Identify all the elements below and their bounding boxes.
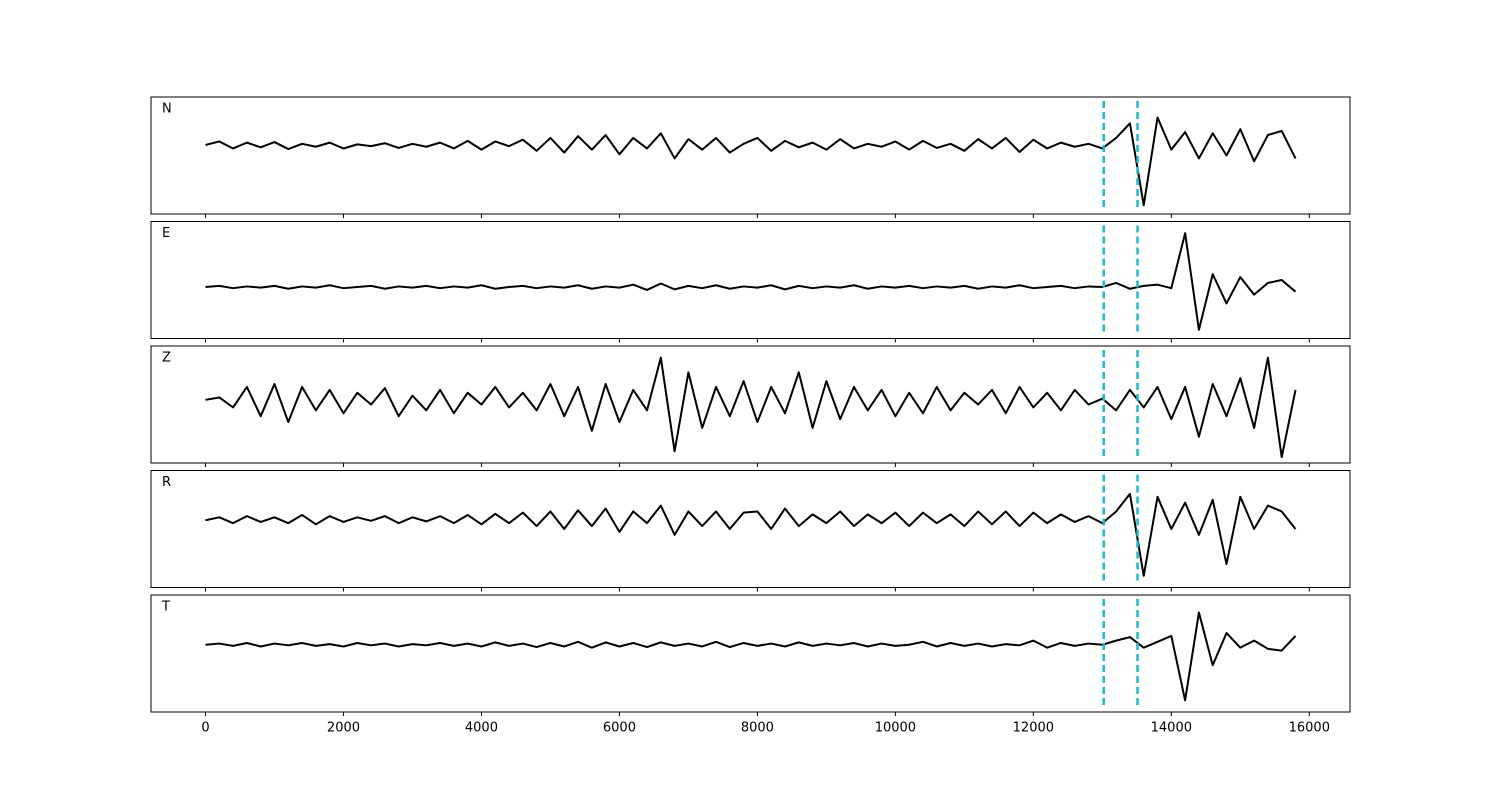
x-tick-label: 10000 (875, 721, 916, 736)
x-tick-label: 6000 (603, 721, 636, 736)
panel-frame (150, 594, 1351, 713)
trace (205, 611, 1297, 702)
x-tick-label: 0 (201, 721, 209, 736)
panel-frame (150, 470, 1351, 588)
x-tick-label: 4000 (465, 721, 498, 736)
x-tick-label: 14000 (1151, 721, 1192, 736)
x-tick-label: 16000 (1289, 721, 1330, 736)
trace (205, 116, 1297, 207)
panel-label: N (162, 102, 172, 117)
panel-label: Z (162, 351, 171, 366)
x-tick-label: 12000 (1013, 721, 1054, 736)
trace (205, 232, 1297, 331)
x-tick-label: 8000 (741, 721, 774, 736)
panel-label: T (161, 600, 170, 615)
panel-label: E (162, 226, 170, 241)
panel-frame (150, 345, 1351, 464)
trace (205, 356, 1297, 459)
panel-label: R (162, 475, 171, 490)
x-tick-label: 2000 (327, 721, 360, 736)
panel-frame (150, 96, 1351, 215)
panel-frame (150, 221, 1351, 339)
trace (205, 492, 1297, 577)
